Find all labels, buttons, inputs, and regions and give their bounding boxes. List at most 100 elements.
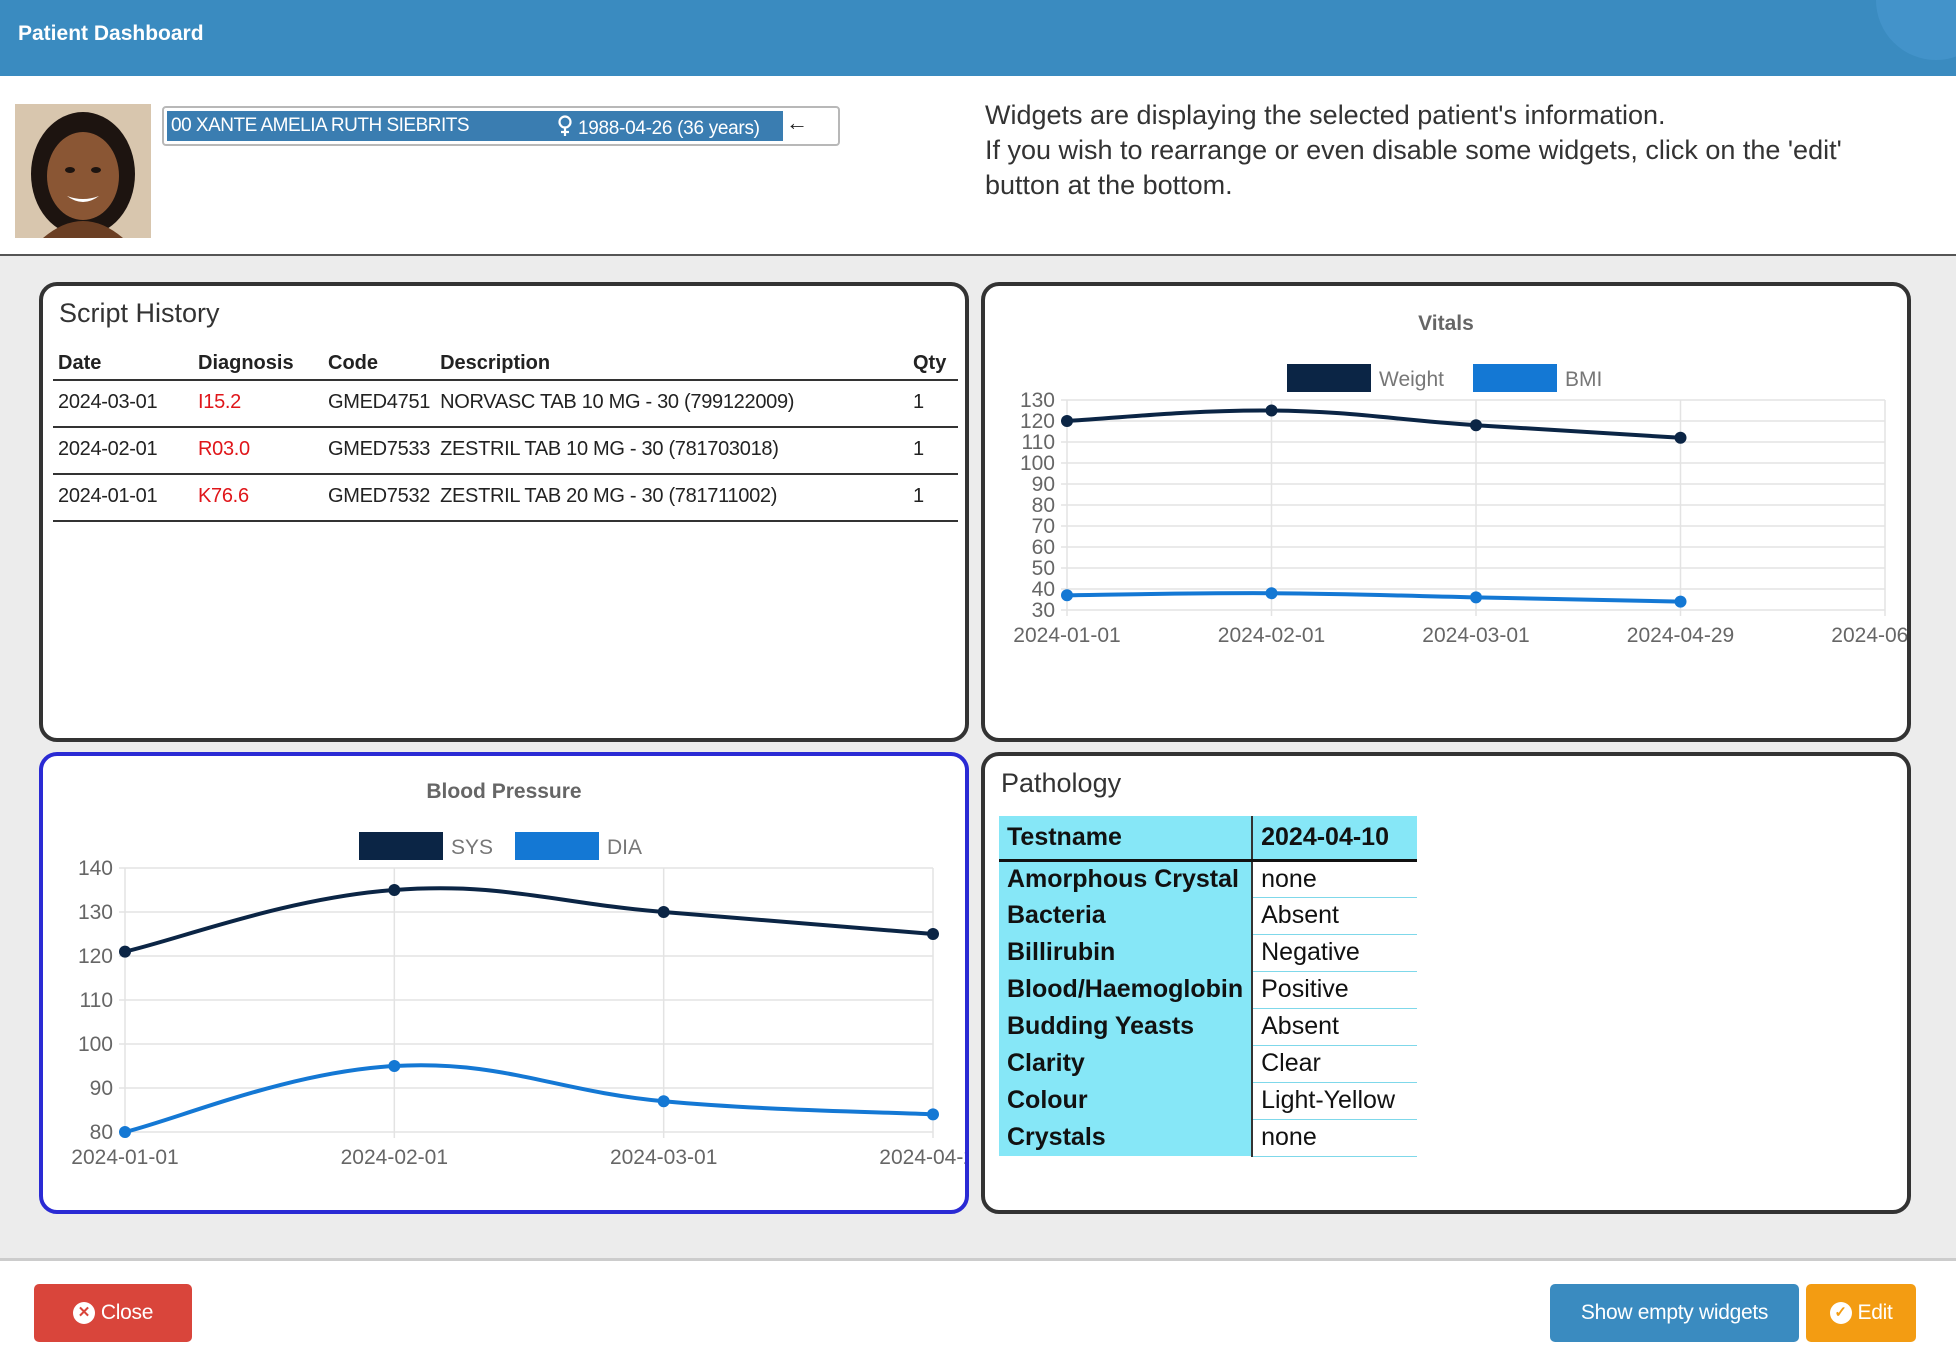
x-tick-label: 2024-04-29 [879,1146,965,1169]
x-tick-label: 2024-02-01 [341,1146,448,1169]
y-tick-label: 80 [90,1121,113,1144]
legend-swatch-bmi [1473,364,1557,392]
table-row[interactable]: Blood/Haemoglobin Positive [999,971,1418,1009]
data-point-dia [927,1108,939,1121]
table-row[interactable]: Crystals none [999,1119,1418,1157]
y-tick-label: 110 [1022,431,1055,454]
info-message: Widgets are displaying the selected pati… [985,98,1925,203]
script-history-widget[interactable]: Script History Date Diagnosis Code Descr… [39,282,969,742]
column-header: Diagnosis [193,346,323,381]
data-point-bmi [1470,591,1482,604]
series-line-dia [124,1063,934,1134]
y-tick-label: 80 [1032,494,1055,517]
y-tick-label: 90 [90,1077,113,1100]
y-tick-label: 120 [1020,410,1055,433]
test-value: Light-Yellow [1252,1082,1418,1120]
legend-label-bmi: BMI [1565,368,1602,391]
x-tick-label: 2024-01-01 [1013,624,1120,647]
test-value: Clear [1252,1045,1418,1083]
cell-date: 2024-02-01 [53,427,193,475]
data-point-weight [1265,404,1278,417]
x-tick-label: 2024-06-24 [1831,624,1907,647]
data-point-dia [657,1095,670,1108]
column-header: Qty [908,346,958,381]
data-point-dia [388,1060,401,1072]
x-tick-label: 2024-03-01 [610,1146,717,1169]
data-point-bmi [1265,587,1278,600]
y-tick-label: 130 [78,901,113,924]
table-row[interactable]: Colour Light-Yellow [999,1082,1418,1120]
test-name: Clarity [999,1045,1254,1082]
series-line-bmi [1066,591,1681,604]
blood-pressure-chart: Blood Pressure SYS DIA 80 90 100 110 120 130 140 2… [71,780,986,1169]
chart-title: Vitals [1418,312,1474,335]
table-header-row: Testname 2024-04-10 [999,816,1418,862]
script-history-table: Date Diagnosis Code Description Qty 2024… [53,346,958,522]
cell-qty: 1 [908,474,958,522]
patient-selection-highlight: 00 XANTE AMELIA RUTH SIEBRITS 1988-04-26… [167,111,783,141]
data-point-bmi [1061,589,1073,602]
titlebar-decoration [1876,0,1956,60]
table-header-row: Date Diagnosis Code Description Qty [53,346,958,381]
cell-description: ZESTRIL TAB 10 MG - 30 (781703018) [435,427,908,475]
column-header: Date [53,346,193,381]
column-header: Code [323,346,436,381]
pathology-widget[interactable]: Pathology Testname 2024-04-10 Amorphous … [981,752,1911,1214]
table-row[interactable]: Amorphous Crystal none [999,860,1418,898]
cell-code: GMED7533 [323,427,436,475]
table-row[interactable]: 2024-03-01 I15.2 GMED4751 NORVASC TAB 10… [53,380,958,428]
y-tick-label: 140 [78,857,113,880]
cell-code: GMED7532 [323,474,436,522]
x-tick-label: 2024-02-01 [1218,624,1325,647]
blood-pressure-widget[interactable]: Blood Pressure SYS DIA 80 90 100 110 120 130 140 2… [39,752,987,1214]
y-tick-label: 70 [1032,515,1055,538]
cell-code: GMED4751 [323,380,436,428]
data-point-sys [388,884,401,896]
y-tick-label: 30 [1032,599,1055,622]
close-button[interactable]: ✕ Close [34,1284,192,1342]
test-name: Amorphous Crystal [999,860,1254,897]
y-tick-label: 40 [1032,578,1055,601]
patient-selector[interactable]: 00 XANTE AMELIA RUTH SIEBRITS 1988-04-26… [162,106,840,146]
legend-swatch-weight [1287,364,1371,392]
table-row[interactable]: 2024-02-01 R03.0 GMED7533 ZESTRIL TAB 10… [53,427,958,475]
edit-button[interactable]: ✓ Edit [1806,1284,1916,1342]
column-header: Description [435,346,908,381]
test-name: Budding Yeasts [999,1008,1254,1045]
data-point-bmi [1674,595,1687,608]
cell-qty: 1 [908,427,958,475]
y-tick-label: 120 [78,945,113,968]
info-line: If you wish to rearrange or even disable… [985,135,1842,165]
x-tick-label: 2024-03-01 [1422,624,1529,647]
y-tick-label: 60 [1032,536,1055,559]
data-point-weight [1470,419,1482,432]
legend-label-sys: SYS [451,836,493,859]
table-row[interactable]: Bacteria Absent [999,897,1418,935]
data-point-sys [657,906,670,918]
patient-dob-wrap: 1988-04-26 (36 years) [557,115,760,140]
data-point-dia [119,1126,131,1138]
pathology-table: Testname 2024-04-10 Amorphous Crystal non… [999,816,1418,1157]
close-button-label: Close [100,1301,154,1324]
test-value: none [1252,860,1418,898]
footer-bar: ✕ Close Show empty widgets ✓ Edit [0,1258,1956,1351]
vitals-chart: Vitals Weight BMI 3040506070809010011012013… [1013,312,1939,647]
legend-label-dia: DIA [607,836,642,859]
test-value: none [1252,1119,1418,1157]
table-row[interactable]: 2024-01-01 K76.6 GMED7532 ZESTRIL TAB 20… [53,474,958,522]
table-row[interactable]: Clarity Clear [999,1045,1418,1083]
cell-description: ZESTRIL TAB 20 MG - 30 (781711002) [435,474,908,522]
female-icon [558,115,572,136]
table-row[interactable]: Budding Yeasts Absent [999,1008,1418,1046]
test-value: Absent [1252,897,1418,935]
test-value: Negative [1252,934,1418,972]
legend-swatch-dia [515,832,599,860]
show-empty-widgets-button[interactable]: Show empty widgets [1550,1284,1799,1342]
widget-area: Script History Date Diagnosis Code Descr… [0,256,1956,1260]
title-bar: Patient Dashboard [0,0,1956,76]
window-title: Patient Dashboard [18,22,204,45]
chart-title: Blood Pressure [426,780,581,803]
vitals-widget[interactable]: Vitals Weight BMI 30 40 50 60 70 80 90 100 110 120 13… [981,282,1939,742]
table-row[interactable]: Billirubin Negative [999,934,1418,972]
data-point-sys [927,928,939,940]
